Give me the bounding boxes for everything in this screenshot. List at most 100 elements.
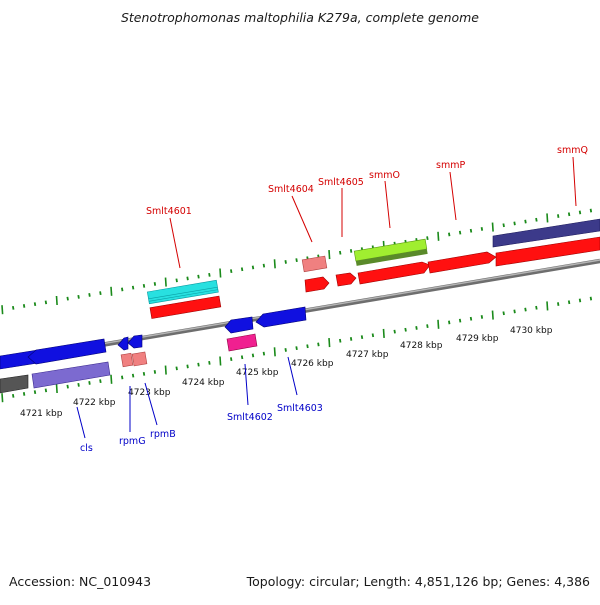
minor-tick (153, 370, 157, 374)
minor-tick (567, 300, 571, 305)
reverse-cds-arrow[interactable] (117, 336, 129, 351)
gene-label-smlt4604[interactable]: Smlt4604 (268, 184, 314, 195)
reverse-cds-arrow[interactable] (127, 334, 143, 349)
minor-tick (12, 393, 15, 398)
minor-tick (448, 232, 451, 237)
reverse-cds-arrow[interactable] (27, 338, 107, 365)
minor-tick (371, 333, 375, 338)
feature-block[interactable] (301, 255, 328, 273)
minor-tick (295, 258, 298, 263)
gene-label-smlt4601[interactable]: Smlt4601 (146, 206, 192, 217)
minor-tick (360, 335, 364, 340)
cds-arrow[interactable] (357, 261, 431, 285)
gene-label-cls[interactable]: cls (80, 443, 93, 454)
minor-tick (426, 236, 429, 241)
minor-tick (22, 304, 26, 308)
minor-tick (458, 230, 462, 235)
minor-tick (513, 221, 516, 226)
feature-block[interactable] (226, 333, 258, 352)
cds-arrow[interactable] (304, 276, 330, 293)
minor-tick (557, 302, 560, 306)
kbp-label: 4729 kbp (456, 334, 499, 344)
kbp-label: 4724 kbp (182, 378, 225, 388)
feature-block[interactable] (120, 352, 134, 368)
gene-label-rpmb[interactable]: rpmB (150, 429, 176, 440)
gene-label-smmp[interactable]: smmP (436, 160, 465, 171)
minor-tick (142, 283, 146, 288)
minor-tick (567, 212, 571, 217)
gene-label-smlt4602[interactable]: Smlt4602 (227, 412, 273, 423)
reverse-cds-arrow[interactable] (255, 306, 307, 328)
kbp-label: 4728 kbp (400, 341, 443, 351)
genome-summary-text: Topology: circular; Length: 4,851,126 bp… (246, 574, 590, 589)
kbp-label: 4730 kbp (510, 326, 553, 336)
minor-tick (524, 219, 527, 224)
minor-tick (230, 357, 233, 362)
gene-label-smmq[interactable]: smmQ (557, 145, 588, 156)
minor-tick (284, 260, 287, 264)
major-tick (55, 295, 58, 306)
minor-tick (251, 265, 255, 270)
major-tick (1, 305, 4, 315)
feature-block[interactable] (353, 238, 428, 262)
feature-block[interactable] (492, 218, 600, 248)
major-tick (546, 301, 549, 311)
minor-tick (197, 362, 200, 367)
reverse-gene-labels: cls rpmG rpmB Smlt4602 Smlt4603 (76, 356, 323, 454)
feature-track (0, 218, 600, 394)
feature-block[interactable] (0, 374, 29, 394)
page-title: Stenotrophomonas maltophilia K279a, comp… (121, 10, 479, 25)
gene-label-rpmg[interactable]: rpmG (119, 436, 146, 447)
reverse-strand-ticks (1, 296, 593, 403)
major-tick (491, 310, 494, 320)
gene-label-smlt4605[interactable]: Smlt4605 (318, 177, 364, 188)
major-tick (219, 268, 222, 278)
minor-tick (306, 344, 309, 349)
gene-label-smlt4603[interactable]: Smlt4603 (277, 403, 323, 414)
minor-tick (142, 371, 146, 376)
minor-tick (284, 348, 287, 352)
major-tick (437, 319, 440, 329)
major-tick (382, 328, 385, 338)
kbp-label: 4721 kbp (20, 409, 63, 419)
minor-tick (208, 360, 211, 365)
minor-tick (12, 305, 15, 310)
minor-tick (578, 210, 582, 215)
minor-tick (33, 390, 37, 395)
cds-arrow[interactable] (335, 272, 357, 287)
minor-tick (240, 267, 244, 272)
feature-block[interactable] (31, 361, 111, 389)
forward-gene-labels: Smlt4601 Smlt4604 Smlt4605 smmO smmP smm… (146, 145, 588, 269)
minor-tick (197, 274, 200, 279)
major-tick (328, 250, 331, 260)
kbp-scale: 4721 kbp 4722 kbp 4723 kbp 4724 kbp 4725… (20, 326, 553, 419)
major-tick (328, 338, 331, 348)
minor-tick (349, 337, 353, 341)
minor-tick (295, 346, 298, 351)
kbp-label: 4722 kbp (73, 398, 116, 408)
gene-label-smmo[interactable]: smmO (369, 170, 400, 181)
major-tick (273, 347, 276, 357)
major-tick (110, 374, 113, 384)
cds-block[interactable] (495, 236, 600, 267)
minor-tick (339, 250, 342, 255)
major-tick (110, 286, 113, 296)
reverse-cds-arrow[interactable] (224, 316, 254, 334)
minor-tick (469, 228, 473, 233)
feature-block[interactable] (131, 351, 148, 367)
major-tick (55, 383, 58, 394)
major-tick (491, 222, 494, 232)
minor-tick (175, 366, 178, 371)
cds-block[interactable] (149, 295, 222, 319)
minor-tick (77, 294, 80, 299)
accession-text: Accession: NC_010943 (9, 574, 151, 589)
feature-block[interactable] (146, 279, 219, 305)
minor-tick (339, 338, 342, 343)
minor-tick (589, 296, 593, 301)
cds-arrow[interactable] (427, 251, 497, 274)
minor-tick (121, 287, 124, 292)
minor-tick (404, 327, 407, 332)
minor-tick (77, 382, 80, 387)
kbp-label: 4723 kbp (128, 388, 171, 398)
